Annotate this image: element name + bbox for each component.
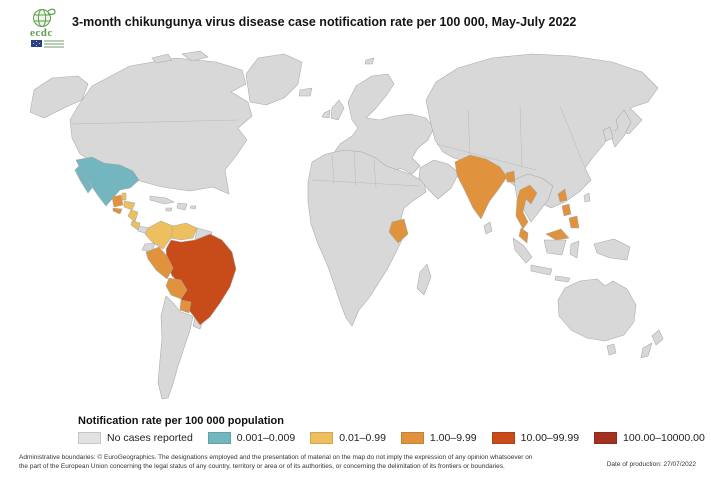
region-new-zealand-south <box>640 342 653 359</box>
region-honduras <box>123 200 136 211</box>
region-peru <box>145 246 174 280</box>
legend-label: 1.00–9.99 <box>429 432 477 444</box>
region-mexico <box>75 156 140 207</box>
region-sri-lanka <box>483 221 493 235</box>
region-arctic-island-1 <box>151 53 173 64</box>
region-arctic-island-2 <box>181 50 209 62</box>
legend-swatch-cat4 <box>491 432 515 444</box>
date-of-production: Date of production: 27/07/2022 <box>606 461 696 468</box>
region-philippines-south <box>568 215 580 229</box>
region-philippines-central <box>561 203 572 217</box>
region-jamaica <box>165 207 173 212</box>
region-bolivia <box>165 277 188 300</box>
world-map <box>0 50 711 415</box>
region-japan <box>610 109 632 148</box>
region-paraguay <box>179 299 192 314</box>
region-thailand <box>515 184 538 230</box>
region-venezuela <box>170 222 198 241</box>
region-puerto-rico <box>189 205 197 210</box>
region-sulawesi <box>569 240 580 259</box>
legend-swatch-cat5 <box>594 432 618 444</box>
eu-flag-icon <box>31 40 42 47</box>
region-el-salvador <box>112 207 123 215</box>
legend-item-cat5: 100.00–10000.00 <box>594 432 705 444</box>
no-case-land <box>29 50 664 400</box>
region-philippines-north <box>557 188 568 203</box>
legend-label: 0.01–0.99 <box>339 432 386 444</box>
region-alaska <box>29 75 89 119</box>
reporting-countries <box>74 154 580 326</box>
legend-item-no-cases: No cases reported <box>78 432 193 444</box>
region-mexico-baja <box>74 165 93 194</box>
interior-borders <box>71 105 586 189</box>
legend-item-cat4: 10.00–99.99 <box>491 432 580 444</box>
legend-label: 0.001–0.009 <box>236 432 296 444</box>
region-tasmania <box>606 343 617 356</box>
legend-swatch-cat2 <box>310 432 334 444</box>
legend-swatch-no-cases <box>78 432 101 444</box>
region-taiwan <box>583 192 591 203</box>
legend-items: No cases reported 0.001–0.009 0.01–0.99 … <box>78 432 711 444</box>
region-svalbard <box>364 57 375 65</box>
region-cuba <box>149 195 175 205</box>
region-belize <box>121 192 127 201</box>
legend-label: 100.00–10000.00 <box>623 432 705 444</box>
disclaimer-line-2: the part of the European Union concernin… <box>19 463 505 471</box>
legend: Notification rate per 100 000 population… <box>78 415 711 444</box>
region-iceland <box>298 87 313 97</box>
region-middle-east <box>418 159 460 200</box>
region-lesser-sunda <box>554 275 571 283</box>
region-madagascar <box>416 263 432 296</box>
region-kenya <box>388 218 409 244</box>
region-greenland <box>245 53 303 106</box>
legend-item-cat3: 1.00–9.99 <box>400 432 477 444</box>
ecdc-logo: ecdc <box>22 7 68 49</box>
region-ireland <box>321 109 331 119</box>
legend-label: 10.00–99.99 <box>520 432 580 444</box>
region-india <box>454 154 508 220</box>
region-united-kingdom <box>330 99 345 121</box>
region-korea <box>602 126 614 142</box>
region-hispaniola <box>176 202 188 211</box>
region-java <box>530 264 553 276</box>
legend-title: Notification rate per 100 000 population <box>78 415 284 427</box>
region-argentina-chile <box>157 295 194 400</box>
region-new-guinea <box>593 238 631 261</box>
region-australia <box>557 278 637 342</box>
region-new-zealand-north <box>651 329 664 346</box>
region-malaysia-borneo <box>545 228 570 241</box>
region-kalimantan <box>543 239 567 256</box>
region-costa-rica <box>130 220 141 231</box>
logo-subtext-lines <box>44 40 64 49</box>
logo-text: ecdc <box>30 27 53 39</box>
region-sumatra <box>512 237 533 264</box>
disclaimer-line-1: Administrative boundaries: © EuroGeograp… <box>19 454 533 461</box>
footer: Administrative boundaries: © EuroGeograp… <box>19 453 699 472</box>
page-title: 3-month chikungunya virus disease case n… <box>72 15 577 29</box>
legend-swatch-cat3 <box>400 432 424 444</box>
region-malaysia-peninsular <box>518 227 529 244</box>
region-africa <box>307 149 427 327</box>
region-bangladesh <box>505 170 516 183</box>
region-guatemala <box>111 194 124 208</box>
legend-swatch-cat1 <box>207 432 231 444</box>
legend-item-cat2: 0.01–0.99 <box>310 432 386 444</box>
ecdc-globe-icon <box>33 8 56 27</box>
legend-item-cat1: 0.001–0.009 <box>207 432 296 444</box>
region-nicaragua <box>127 209 139 223</box>
legend-label: No cases reported <box>107 432 193 444</box>
region-colombia <box>144 220 174 250</box>
